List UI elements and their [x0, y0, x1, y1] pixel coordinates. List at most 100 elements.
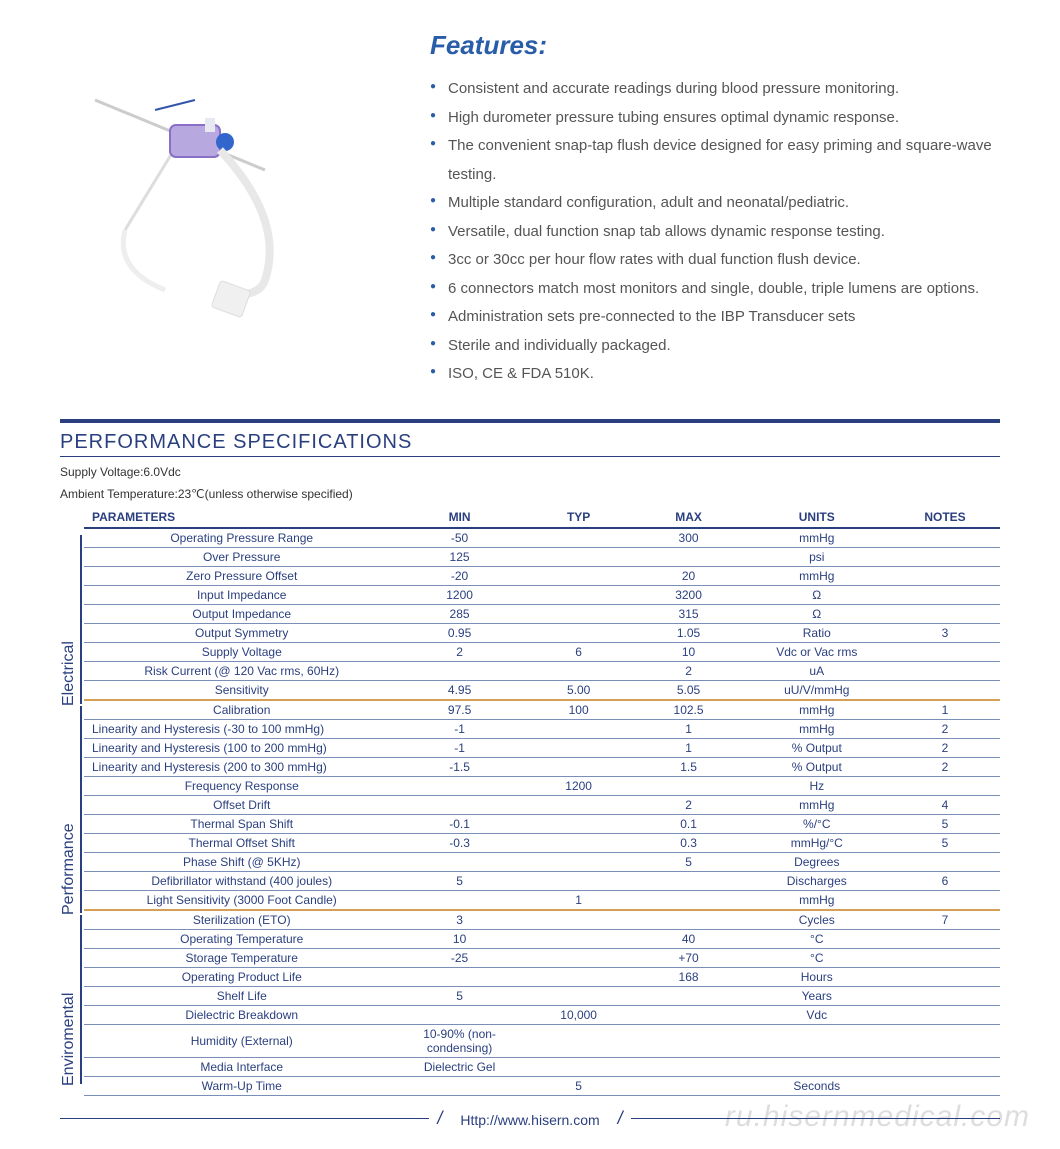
- table-cell: [395, 1076, 523, 1095]
- table-cell: Input Impedance: [84, 585, 395, 604]
- group-label: Electrical: [60, 641, 78, 706]
- table-cell: -20: [395, 566, 523, 585]
- table-cell: % Output: [744, 757, 891, 776]
- table-cell: [634, 890, 744, 910]
- spec-section: PERFORMANCE SPECIFICATIONS Supply Voltag…: [60, 419, 1000, 1129]
- table-cell: [524, 833, 634, 852]
- table-cell: [395, 795, 523, 814]
- table-cell: Output Impedance: [84, 604, 395, 623]
- table-cell: °C: [744, 948, 891, 967]
- table-cell: 10: [395, 929, 523, 948]
- table-cell: Sterilization (ETO): [84, 910, 395, 930]
- table-cell: mmHg: [744, 719, 891, 738]
- table-cell: 1: [634, 719, 744, 738]
- table-cell: 0.95: [395, 623, 523, 642]
- table-row: Operating Product Life168Hours: [84, 967, 1000, 986]
- table-cell: [524, 623, 634, 642]
- table-cell: Output Symmetry: [84, 623, 395, 642]
- table-cell: 300: [634, 528, 744, 548]
- table-cell: uA: [744, 661, 891, 680]
- table-cell: °C: [744, 929, 891, 948]
- table-row: Linearity and Hysteresis (100 to 200 mmH…: [84, 738, 1000, 757]
- table-cell: Vdc or Vac rms: [744, 642, 891, 661]
- table-cell: [890, 680, 1000, 700]
- spec-table: PARAMETERSMINTYPMAXUNITSNOTES Operating …: [84, 507, 1000, 1096]
- features-list: Consistent and accurate readings during …: [430, 75, 1000, 389]
- side-labels: ElectricalPerformanceEnviromental: [60, 507, 84, 1096]
- table-cell: Years: [744, 986, 891, 1005]
- table-cell: Shelf Life: [84, 986, 395, 1005]
- table-cell: 1: [524, 890, 634, 910]
- table-cell: 5: [890, 833, 1000, 852]
- table-row: Risk Current (@ 120 Vac rms, 60Hz)2uA: [84, 661, 1000, 680]
- feature-item: Sterile and individually packaged.: [430, 332, 1000, 361]
- table-cell: 100: [524, 700, 634, 720]
- table-cell: [524, 604, 634, 623]
- col-header: MIN: [395, 507, 523, 528]
- table-row: Calibration97.5100102.5mmHg1: [84, 700, 1000, 720]
- table-cell: [395, 1005, 523, 1024]
- spec-header-row: PARAMETERSMINTYPMAXUNITSNOTES: [84, 507, 1000, 528]
- table-cell: mmHg/°C: [744, 833, 891, 852]
- table-cell: 1.05: [634, 623, 744, 642]
- table-row: Thermal Span Shift-0.10.1%/°C5: [84, 814, 1000, 833]
- table-cell: 7: [890, 910, 1000, 930]
- table-row: Operating Pressure Range-50300mmHg: [84, 528, 1000, 548]
- table-cell: 10,000: [524, 1005, 634, 1024]
- table-cell: Ω: [744, 604, 891, 623]
- col-header: UNITS: [744, 507, 891, 528]
- table-cell: 2: [634, 795, 744, 814]
- table-cell: [524, 871, 634, 890]
- table-cell: -1.5: [395, 757, 523, 776]
- table-cell: Defibrillator withstand (400 joules): [84, 871, 395, 890]
- table-row: Linearity and Hysteresis (-30 to 100 mmH…: [84, 719, 1000, 738]
- table-cell: [634, 986, 744, 1005]
- table-cell: mmHg: [744, 795, 891, 814]
- table-cell: Sensitivity: [84, 680, 395, 700]
- table-row: Light Sensitivity (3000 Foot Candle)1mmH…: [84, 890, 1000, 910]
- table-cell: [524, 814, 634, 833]
- table-row: Warm-Up Time 5 Seconds: [84, 1076, 1000, 1095]
- table-row: Operating Temperature10 40°C: [84, 929, 1000, 948]
- table-cell: -1: [395, 719, 523, 738]
- table-cell: Phase Shift (@ 5KHz): [84, 852, 395, 871]
- table-cell: 40: [634, 929, 744, 948]
- table-cell: Risk Current (@ 120 Vac rms, 60Hz): [84, 661, 395, 680]
- table-cell: [890, 604, 1000, 623]
- table-cell: Degrees: [744, 852, 891, 871]
- table-cell: Warm-Up Time: [84, 1076, 395, 1095]
- table-cell: [890, 986, 1000, 1005]
- table-row: Output Symmetry0.951.05Ratio3: [84, 623, 1000, 642]
- table-cell: [890, 776, 1000, 795]
- feature-item: Multiple standard configuration, adult a…: [430, 189, 1000, 218]
- table-row: Offset Drift2mmHg4: [84, 795, 1000, 814]
- table-cell: 5: [524, 1076, 634, 1095]
- footer-url[interactable]: Http://www.hisern.com: [450, 1112, 609, 1128]
- table-cell: [524, 528, 634, 548]
- table-cell: 4: [890, 795, 1000, 814]
- spec-meta-1: Supply Voltage:6.0Vdc: [60, 463, 1000, 481]
- table-cell: [890, 642, 1000, 661]
- table-row: Media InterfaceDielectric Gel: [84, 1057, 1000, 1076]
- table-cell: 2: [395, 642, 523, 661]
- table-cell: Seconds: [744, 1076, 891, 1095]
- table-cell: 5.05: [634, 680, 744, 700]
- col-header: NOTES: [890, 507, 1000, 528]
- table-cell: Linearity and Hysteresis (200 to 300 mmH…: [84, 757, 395, 776]
- table-cell: [890, 929, 1000, 948]
- table-cell: [634, 1005, 744, 1024]
- table-cell: [524, 1057, 634, 1076]
- product-image: [85, 70, 365, 330]
- table-cell: Cycles: [744, 910, 891, 930]
- table-cell: [395, 852, 523, 871]
- col-header: PARAMETERS: [84, 507, 395, 528]
- table-cell: Linearity and Hysteresis (-30 to 100 mmH…: [84, 719, 395, 738]
- table-cell: Operating Temperature: [84, 929, 395, 948]
- group-label: Performance: [60, 823, 78, 915]
- table-cell: Discharges: [744, 871, 891, 890]
- table-cell: [890, 528, 1000, 548]
- table-row: Linearity and Hysteresis (200 to 300 mmH…: [84, 757, 1000, 776]
- table-cell: % Output: [744, 738, 891, 757]
- table-cell: [395, 967, 523, 986]
- table-cell: Frequency Response: [84, 776, 395, 795]
